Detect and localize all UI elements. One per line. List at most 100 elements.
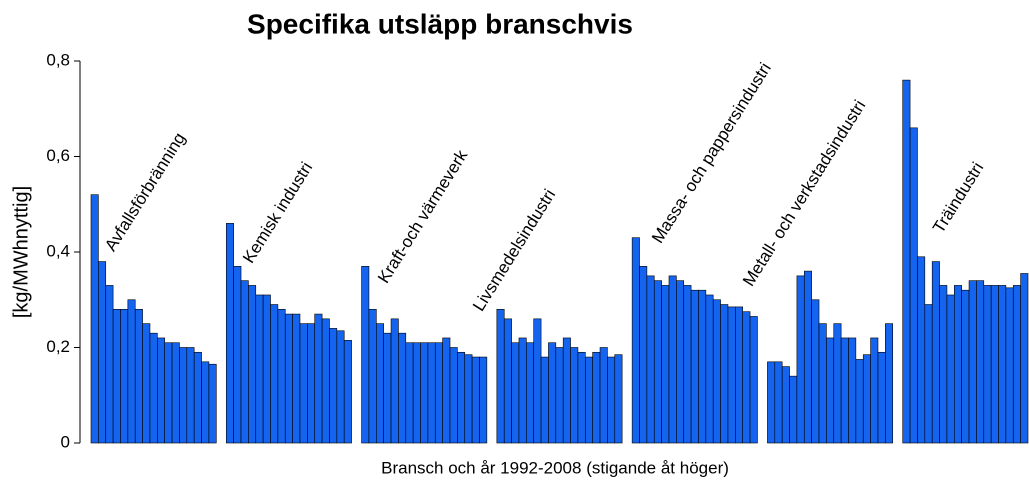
bar [855,359,864,444]
bar [262,294,271,444]
bar [112,308,121,444]
group-label: Massa- och pappersindustri [648,59,775,246]
bar [939,285,948,444]
bar [179,347,188,444]
bar [105,285,114,444]
bar [848,337,857,444]
bar [885,323,894,444]
bar [742,311,751,444]
bar [471,356,480,444]
bar [390,318,399,444]
bar [562,337,571,444]
bar [548,342,557,444]
bar [233,266,242,444]
bar [336,330,345,444]
bar [398,332,407,444]
bar [479,356,488,444]
bar [526,342,535,444]
bar [299,323,308,444]
y-tick-label: 0,4 [46,241,70,260]
bar [343,340,352,444]
bar [225,223,234,444]
bar [653,280,662,444]
bar [976,280,985,444]
group-label: Metall- och verkstadsindustri [739,97,869,290]
group-label: Avfallsförbränning [101,129,189,254]
bar [592,351,601,444]
bar [368,308,377,444]
bar [503,318,512,444]
bar [496,308,505,444]
bar [998,285,1007,444]
bar [208,363,217,444]
bar [90,194,99,444]
bar [720,304,729,444]
bar [361,266,370,444]
bar [961,289,970,444]
bar [983,285,992,444]
bar [98,261,107,444]
bar [954,285,962,444]
group-label: Kraft-och värmeverk [374,146,471,286]
bar [464,354,473,444]
bar [511,342,520,444]
bar [639,266,648,444]
bar [284,313,293,444]
bar [540,356,549,444]
bar [1020,273,1029,444]
bar [909,127,918,444]
bar [676,280,685,444]
bar [727,306,736,444]
bar [240,280,249,444]
bar [1005,287,1014,444]
group-label: Livsmedelsindustri [469,186,559,315]
bar [171,342,180,444]
bar [599,347,608,444]
bar [321,318,330,444]
bar [201,361,210,444]
bar [164,342,173,444]
bar [127,299,136,444]
bar [796,275,805,444]
bar [661,285,670,444]
bar [518,337,527,444]
bar [781,366,790,444]
bar [631,237,640,444]
y-axis-label: [kg/MWhnyttig] [10,186,32,318]
bar [555,347,564,444]
bar [277,308,286,444]
bar [457,351,466,444]
bar [442,337,451,444]
bar [803,270,812,444]
bar [668,275,677,444]
bar [270,304,279,444]
bar [577,351,586,444]
bar [833,323,842,444]
bar [420,342,429,444]
y-tick-label: 0 [61,432,70,451]
bar [646,275,655,444]
bar [314,313,323,444]
bar [902,79,911,444]
group-label: Kemisk industri [239,159,316,267]
bar [427,342,436,444]
bar [683,285,692,444]
bar [584,356,593,444]
bar [811,299,820,444]
bar [990,285,999,444]
bar [1012,285,1021,444]
bar [931,261,940,444]
bar [383,332,392,444]
bar [248,285,257,444]
bar [877,351,886,444]
bar [434,342,443,444]
bar [968,280,977,444]
bar [774,361,783,444]
bar [818,323,827,444]
bar [712,299,721,444]
bar [735,306,743,444]
bar [292,313,301,444]
bar [533,318,542,444]
bar [449,347,458,444]
